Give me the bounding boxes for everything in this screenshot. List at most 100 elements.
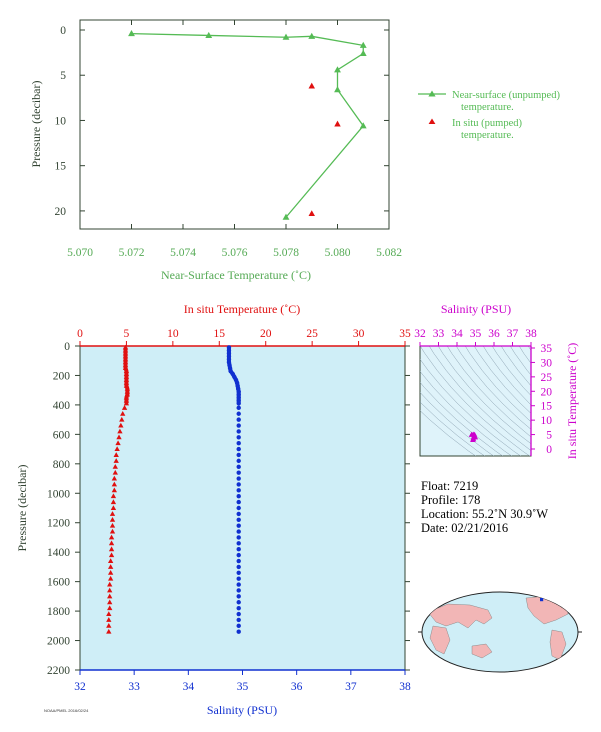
top-x-tick-label: 5.074 bbox=[170, 247, 196, 259]
salinity-marker bbox=[236, 411, 241, 416]
ts-title: Salinity (PSU) bbox=[441, 302, 511, 316]
salinity-marker bbox=[236, 405, 241, 411]
float-id: Float: 7219 bbox=[421, 479, 478, 493]
top-y-axis: 0 5 10 15 20 bbox=[55, 25, 389, 218]
density-contour-line bbox=[473, 346, 531, 414]
density-contour-line bbox=[527, 346, 531, 352]
temperature-marker bbox=[112, 469, 118, 475]
profile-y-label: Pressure (decibar) bbox=[15, 465, 29, 552]
salinity-marker bbox=[236, 482, 241, 487]
top-y-tick-label: 15 bbox=[55, 161, 67, 173]
temperature-marker bbox=[106, 628, 112, 634]
salinity-marker bbox=[236, 476, 241, 481]
temperature-marker bbox=[116, 434, 122, 440]
in-situ-marker bbox=[308, 82, 315, 89]
temperature-marker bbox=[118, 422, 124, 428]
salinity-marker bbox=[236, 535, 241, 540]
density-contour-line bbox=[491, 346, 531, 397]
salinity-marker bbox=[236, 605, 241, 611]
top-x-axis: 5.070 5.072 5.074 5.076 5.078 5.080 5.082 bbox=[67, 20, 402, 259]
density-contour-line bbox=[518, 346, 531, 364]
temperature-marker bbox=[109, 511, 116, 516]
salinity-marker bbox=[236, 464, 241, 469]
profile-number: Profile: 178 bbox=[421, 493, 480, 507]
legend-triangle-icon bbox=[428, 90, 436, 97]
salinity-marker bbox=[236, 523, 241, 528]
salinity-marker bbox=[236, 588, 241, 593]
in-situ-marker bbox=[334, 120, 341, 127]
temperature-marker bbox=[107, 587, 113, 593]
profile-chart: 0 5 10 15 20 25 30 35 32 33 34 35 36 37 38 0 200 400 600… bbox=[15, 302, 411, 717]
legend-point-label-1: In situ (pumped) bbox=[452, 118, 522, 129]
density-contour-line bbox=[509, 346, 531, 376]
pres-tick-label: 400 bbox=[53, 400, 71, 412]
ts-temperature-ticks: 0 5 10 15 20 25 30 35 bbox=[531, 343, 552, 456]
float-info: Float: 7219 Profile: 178 Location: 55.2˚… bbox=[421, 479, 548, 535]
top-x-tick-label: 5.080 bbox=[325, 247, 351, 259]
sal-tick-label: 34 bbox=[183, 681, 195, 693]
temperature-marker bbox=[109, 516, 116, 522]
density-contour-line bbox=[500, 346, 531, 387]
near-surface-markers bbox=[128, 30, 367, 220]
salinity-marker bbox=[236, 494, 241, 499]
salinity-marker bbox=[236, 623, 241, 629]
near-surface-marker bbox=[334, 66, 341, 73]
temperature-upper-line bbox=[123, 347, 130, 404]
profile-sal-label: Salinity (PSU) bbox=[207, 703, 277, 717]
salinity-x-axis: 32 33 34 35 36 37 38 bbox=[74, 670, 411, 693]
top-x-tick-label: 5.078 bbox=[273, 247, 299, 259]
temperature-marker bbox=[107, 581, 113, 587]
in-situ-marker bbox=[308, 210, 315, 217]
salinity-marker bbox=[236, 452, 241, 458]
ts-temp-tick-label: 15 bbox=[541, 401, 553, 413]
temperature-marker bbox=[117, 428, 123, 434]
salinity-marker bbox=[236, 417, 241, 422]
top-x-label: Near-Surface Temperature (˚C) bbox=[161, 268, 311, 282]
salinity-marker bbox=[236, 611, 241, 617]
salinity-marker bbox=[236, 629, 241, 634]
salinity-marker bbox=[236, 441, 241, 446]
top-x-tick-label: 5.072 bbox=[119, 247, 145, 259]
top-plot-frame bbox=[79, 19, 390, 230]
top-x-tick-label: 5.082 bbox=[376, 247, 402, 259]
top-x-tick-label: 5.070 bbox=[67, 247, 93, 259]
temperature-marker bbox=[120, 410, 126, 416]
temperature-marker bbox=[107, 564, 114, 569]
temperature-marker bbox=[107, 558, 114, 563]
salinity-marker bbox=[236, 570, 241, 575]
temperature-marker bbox=[109, 528, 116, 534]
density-contours bbox=[420, 346, 531, 456]
pres-tick-label: 1000 bbox=[47, 488, 70, 500]
top-y-tick-label: 20 bbox=[55, 206, 67, 218]
footer-note: NOAA/PMEL 2016/02/24 bbox=[44, 708, 89, 713]
temp-tick-label: 25 bbox=[306, 328, 318, 340]
date: Date: 02/21/2016 bbox=[421, 521, 508, 535]
density-contour-line bbox=[464, 346, 531, 423]
near-surface-marker bbox=[282, 33, 290, 40]
ts-temp-tick-label: 25 bbox=[541, 372, 553, 384]
legend-point-label-2: temperature. bbox=[461, 130, 514, 141]
salinity-marker bbox=[236, 423, 241, 428]
salinity-marker bbox=[236, 541, 241, 546]
density-contour-line bbox=[420, 392, 494, 456]
ts-salinity-ticks: 32 33 34 35 36 37 38 bbox=[414, 328, 537, 346]
ts-temp-tick-label: 20 bbox=[541, 386, 553, 398]
salinity-profile-markers bbox=[226, 345, 241, 634]
salinity-marker bbox=[236, 470, 241, 475]
pres-tick-label: 2200 bbox=[47, 665, 70, 677]
ts-sal-tick-label: 32 bbox=[414, 328, 426, 340]
landmass-greenland bbox=[559, 595, 575, 607]
pres-tick-label: 2000 bbox=[47, 636, 70, 648]
density-contour-line bbox=[437, 346, 531, 445]
near-surface-marker bbox=[282, 213, 290, 220]
temperature-marker bbox=[108, 534, 115, 540]
sal-tick-label: 37 bbox=[345, 681, 357, 693]
temperature-marker bbox=[110, 505, 117, 510]
ts-marker bbox=[472, 434, 479, 440]
landmass-europe-asia bbox=[427, 603, 493, 629]
salinity-marker bbox=[236, 499, 241, 505]
salinity-upper-line bbox=[226, 347, 241, 404]
temperature-marker bbox=[121, 405, 128, 410]
ts-markers bbox=[468, 431, 479, 443]
legend-red-triangle-icon bbox=[428, 118, 436, 124]
